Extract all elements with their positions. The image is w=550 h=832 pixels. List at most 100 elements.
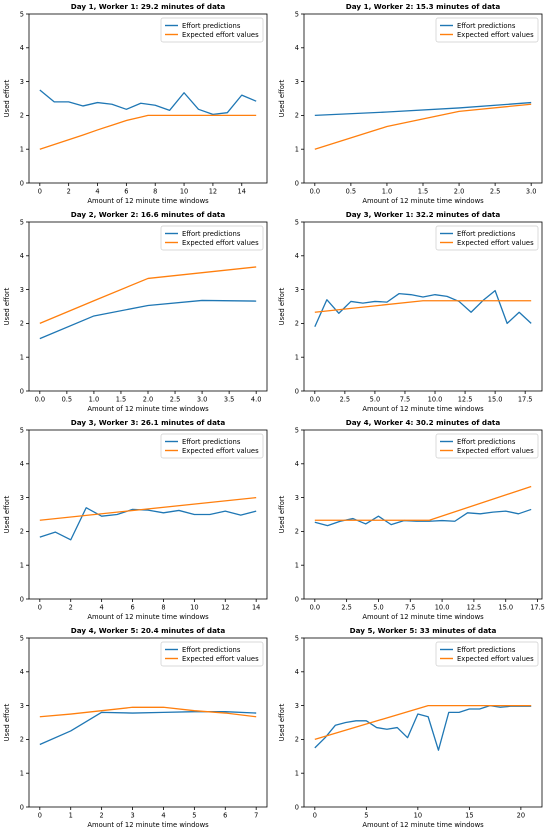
x-tick-label: 0.5 [346,188,357,196]
line-chart: Day 1, Worker 2: 15.3 minutes of data 0 1 2… [278,2,543,205]
y-tick-label: 2 [20,112,24,120]
y-axis-label: Used effort [3,495,11,533]
legend-box [160,641,264,667]
y-tick-label: 3 [20,494,24,502]
x-tick-label: 7 [254,812,258,820]
series-line-effort-predictions [314,289,532,328]
legend-box [435,17,539,43]
x-tick-label: 20 [517,812,525,820]
y-tick-label: 0 [295,179,299,187]
x-tick-label: 15.0 [488,396,503,404]
y-tick-label: 4 [295,44,299,52]
x-tick-label: 15 [465,812,473,820]
x-axis-label: Amount of 12 minute time windows [87,821,209,829]
y-tick-label: 4 [20,460,24,468]
y-tick-label: 2 [20,736,24,744]
plot-frame [28,637,268,808]
x-tick-label: 0 [313,812,317,820]
legend-box [160,17,264,43]
chart-title: Day 1, Worker 2: 15.3 minutes of data [346,2,501,11]
series-line-expected-effort [39,266,257,324]
y-tick-label: 2 [295,528,299,536]
y-axis-label: Used effort [278,287,286,325]
y-axis-label: Used effort [3,703,11,741]
x-axis-label: Amount of 12 minute time windows [87,613,209,621]
y-tick-label: 2 [295,112,299,120]
y-tick-label: 2 [295,320,299,328]
x-tick-label: 12.5 [467,604,482,612]
legend-label: Effort predictions [457,646,516,654]
x-tick-label: 4.0 [251,396,262,404]
y-tick-label: 1 [20,354,24,362]
x-tick-label: 2.5 [341,604,352,612]
y-axis-label: Used effort [278,79,286,117]
x-tick-label: 14 [238,188,246,196]
chart-panel: Day 2, Worker 2: 16.6 minutes of data 0 1 2… [0,208,275,416]
y-tick-label: 5 [295,634,299,642]
x-tick-label: 6 [223,812,227,820]
y-tick-label: 3 [295,494,299,502]
y-tick-label: 2 [20,320,24,328]
y-axis-label: Used effort [278,495,286,533]
series-line-expected-effort [314,103,532,150]
plot-frame [303,429,543,600]
x-tick-label: 0.5 [62,396,73,404]
x-axis-label: Amount of 12 minute time windows [362,821,484,829]
chart-panel: Day 1, Worker 1: 29.2 minutes of data 0 1 2… [0,0,275,208]
x-tick-label: 4 [95,188,99,196]
y-tick-label: 3 [295,78,299,86]
x-tick-label: 10 [414,812,422,820]
y-tick-label: 4 [295,668,299,676]
series-line-expected-effort [39,496,257,521]
y-tick-label: 4 [20,44,24,52]
x-tick-label: 17.5 [530,604,545,612]
x-axis-label: Amount of 12 minute time windows [87,197,209,205]
legend-box [160,433,264,459]
y-tick-label: 3 [295,702,299,710]
y-tick-label: 4 [20,252,24,260]
x-tick-label: 0.0 [35,396,46,404]
x-tick-label: 8 [161,604,165,612]
x-tick-label: 10.0 [428,396,443,404]
chart-panel: Day 1, Worker 2: 15.3 minutes of data 0 1 2… [275,0,550,208]
line-chart: Day 3, Worker 3: 26.1 minutes of data012… [3,418,268,621]
chart-title: Day 5, Worker 5: 33 minutes of data [350,626,497,635]
x-tick-label: 1 [69,812,73,820]
y-axis-label: Used effort [3,79,11,117]
chart-title: Day 4, Worker 4: 30.2 minutes of data [346,418,501,427]
y-tick-label: 1 [295,354,299,362]
x-tick-label: 12 [209,188,217,196]
x-tick-label: 0 [38,188,42,196]
chart-title: Day 2, Worker 2: 16.6 minutes of data [71,210,226,219]
x-tick-label: 1.0 [382,188,393,196]
y-tick-label: 0 [20,803,24,811]
chart-title: Day 3, Worker 3: 26.1 minutes of data [71,418,226,427]
x-tick-label: 4 [161,812,165,820]
x-tick-label: 12.5 [458,396,473,404]
y-tick-label: 5 [20,10,24,18]
x-tick-label: 7.5 [405,604,416,612]
y-tick-label: 4 [295,460,299,468]
series-line-expected-effort [39,114,257,150]
series-line-effort-predictions [39,507,257,541]
legend-box [160,225,264,251]
y-tick-label: 5 [295,426,299,434]
series-line-expected-effort [314,300,532,313]
chart-title: Day 1, Worker 1: 29.2 minutes of data [71,2,226,11]
line-chart: Day 4, Worker 5: 20.4 minutes of data 0 1 2… [3,626,268,829]
x-tick-label: 5 [192,812,196,820]
y-tick-label: 0 [20,595,24,603]
x-tick-label: 2.5 [490,188,501,196]
series-line-effort-predictions [39,89,257,116]
x-tick-label: 5 [364,812,368,820]
x-tick-label: 7.5 [400,396,411,404]
x-tick-label: 3.5 [224,396,235,404]
legend-label: Expected effort values [182,239,259,247]
y-axis-label: Used effort [278,703,286,741]
y-tick-label: 2 [295,736,299,744]
series-line-expected-effort [314,485,532,521]
legend-label: Effort predictions [182,646,241,654]
chart-title: Day 4, Worker 5: 20.4 minutes of data [71,626,226,635]
series-line-effort-predictions [314,704,532,751]
x-tick-label: 2 [67,188,71,196]
